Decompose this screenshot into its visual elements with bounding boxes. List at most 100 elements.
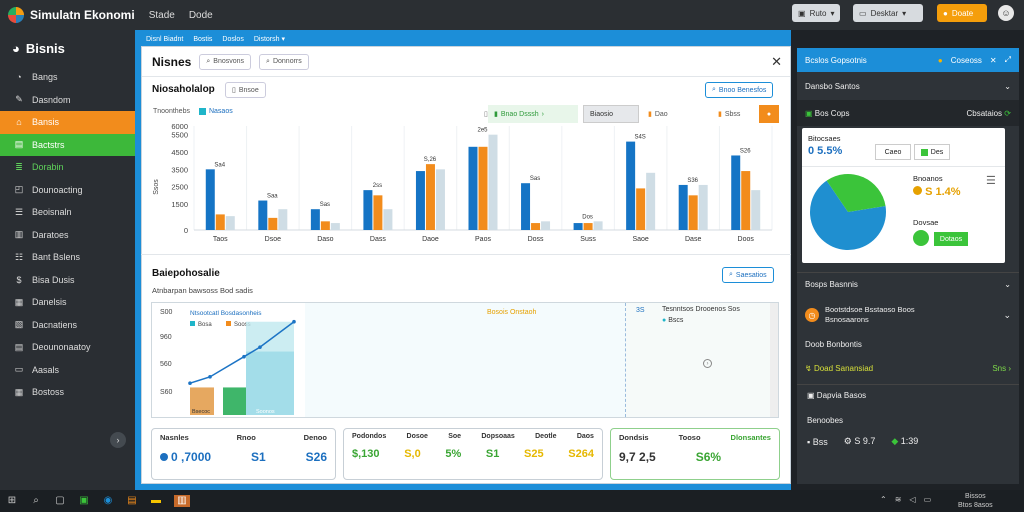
- right-calendar-row[interactable]: ▣ Dapvia Basos: [807, 391, 867, 400]
- card-button-1[interactable]: Caeo: [875, 144, 911, 160]
- bar: [415, 171, 425, 230]
- sidebar-item[interactable]: ▭ Aasals: [0, 359, 135, 382]
- sidebar-item[interactable]: ☷ Bant Bslens: [0, 246, 135, 269]
- section2-subtitle: Atnbarpan bawsoss Bod sadis: [152, 286, 253, 295]
- bar: [215, 214, 225, 230]
- chart2-scrollbar[interactable]: [770, 303, 778, 417]
- sidebar-collapse-button[interactable]: ›: [110, 432, 126, 448]
- user-icon[interactable]: ☺: [998, 5, 1014, 21]
- breadcrumb-item[interactable]: Disnl Biadnt: [146, 35, 184, 43]
- sidebar-item-label: Bisa Dusis: [32, 274, 75, 285]
- header-pill[interactable]: ⌕ Bnosvons: [199, 53, 252, 70]
- bar: [698, 184, 708, 230]
- right-green-row[interactable]: ↯ Doad Sanansiad Sns ›: [805, 363, 1011, 373]
- menu-item-2[interactable]: Dode: [188, 9, 213, 21]
- windows-icon[interactable]: ⊞: [7, 495, 17, 506]
- breadcrumb-item[interactable]: Doslos: [222, 35, 244, 43]
- search-icon[interactable]: ⌕: [33, 495, 39, 506]
- section-pill[interactable]: ▯ Bnsoe: [225, 82, 266, 98]
- table-icon: ▦: [14, 386, 24, 397]
- bar: [678, 184, 688, 230]
- bar: [593, 221, 603, 230]
- browser-icon[interactable]: ◉: [103, 495, 113, 506]
- pie-slice: [826, 174, 886, 212]
- close-icon[interactable]: ✕: [989, 55, 997, 65]
- header-pill[interactable]: ⌕ Donnorrs: [259, 53, 309, 70]
- sidebar-item[interactable]: ≣ Dorabin: [0, 156, 135, 179]
- sidebar-item[interactable]: ▦ Danelsis: [0, 291, 135, 314]
- app-icon[interactable]: ▤: [127, 495, 137, 506]
- sidebar-item[interactable]: ▧ Dacnatiens: [0, 314, 135, 337]
- card-button-2[interactable]: Des: [914, 144, 950, 160]
- chart2-right-label: Tesnntsos Drooenos Sos: [662, 306, 740, 313]
- toolbar-item[interactable]: ▮ Dao: [648, 110, 668, 119]
- sidebar-item[interactable]: ◔ Bangs: [0, 66, 135, 89]
- sun-icon: ●: [943, 8, 948, 18]
- folder-icon: ◰: [14, 184, 24, 195]
- right-list-item[interactable]: ◷ Bootstdsoe Bsstaoso Boos Bsnosaarons ⌄: [797, 300, 1019, 330]
- sidebar-item[interactable]: ◰ Dounoacting: [0, 179, 135, 202]
- data-point: [188, 381, 192, 385]
- sidebar-item[interactable]: ⌂ Bansis: [0, 111, 135, 134]
- top-button-ruto[interactable]: ▣ Ruto ▾: [792, 4, 840, 22]
- play-icon[interactable]: ›: [703, 359, 712, 368]
- store-icon[interactable]: ▣: [79, 495, 89, 506]
- chevron-down-icon: ⌄: [1004, 81, 1011, 91]
- expand-icon[interactable]: ⤢: [1004, 55, 1011, 64]
- data-label: Saa: [267, 194, 278, 200]
- section-right-button[interactable]: ⌕ Bnoo Benesfos: [705, 82, 774, 98]
- sidebar-item[interactable]: ✎ Dasndom: [0, 89, 135, 112]
- chart-icon: ▥: [14, 229, 24, 240]
- toolbar-action-button[interactable]: ●: [759, 105, 779, 123]
- sidebar-item[interactable]: ▦ Bostoss: [0, 381, 135, 404]
- y-tick-label: 2500: [171, 183, 188, 192]
- legend-label: Sooss: [234, 322, 251, 328]
- bar: [330, 223, 340, 230]
- toolbar-filter[interactable]: ▮ Bnao Dsssh ›: [488, 105, 578, 123]
- sidebar-item[interactable]: ▤ Bactstrs: [0, 133, 135, 156]
- bar: [363, 190, 373, 230]
- tray-icons[interactable]: ⌃ ≋ ◁ ▭: [880, 495, 931, 504]
- grid-icon: ▦: [14, 296, 24, 307]
- right-sub-row[interactable]: ▣ Bos Cops Cbsataios ⟳: [797, 100, 1019, 126]
- clock[interactable]: Bissos Btos 8asos: [958, 493, 993, 509]
- top-button-desktar[interactable]: ▭ Desktar ▾: [853, 4, 923, 22]
- sidebar-item[interactable]: ▤ Deounonaatoy: [0, 336, 135, 359]
- folder-icon[interactable]: ▬: [151, 495, 161, 506]
- bar: [646, 172, 656, 230]
- bar: [373, 195, 383, 230]
- right-section2-head[interactable]: Bosps Basnnis ⌄: [797, 272, 1019, 296]
- chart2-mid-label: Bosois Onstaoh: [487, 309, 537, 316]
- right-section-head[interactable]: Dansbo Santos ⌄: [805, 81, 1011, 91]
- toolbar-tab[interactable]: Biaosio: [583, 105, 639, 123]
- breadcrumb-item[interactable]: Distorsh ▾: [253, 36, 285, 43]
- bar: [468, 146, 478, 230]
- bar: [731, 155, 741, 230]
- data-point: [292, 319, 296, 324]
- status-dot-icon: [160, 453, 168, 461]
- menu-item-1[interactable]: Stade: [148, 9, 175, 21]
- section2-right-button[interactable]: ⌕ Saesatios: [722, 267, 774, 283]
- task-view-icon[interactable]: ▢: [55, 495, 65, 506]
- toolbar-doc-icon[interactable]: ▯: [484, 111, 488, 118]
- data-point: [258, 345, 262, 349]
- clock-icon: ◷: [805, 308, 819, 322]
- sidebar-item[interactable]: ☰ Beoisnaln: [0, 201, 135, 224]
- breadcrumb-item[interactable]: Bostis: [193, 35, 213, 43]
- close-icon[interactable]: ✕: [771, 54, 782, 69]
- active-app-icon[interactable]: ▥: [174, 495, 190, 507]
- data-label: Dos: [582, 214, 593, 220]
- toolbar-item[interactable]: ▮ Sbss: [718, 110, 741, 119]
- right-label-row: Doob Bonbontis: [805, 340, 862, 349]
- monitor-icon: ▭: [859, 8, 867, 18]
- bar: [435, 169, 445, 230]
- sidebar-item[interactable]: $ Bisa Dusis: [0, 269, 135, 292]
- card-green-button[interactable]: Dotaos: [934, 232, 968, 246]
- menu-icon[interactable]: ☰: [986, 175, 996, 187]
- chart-legend: Tnoonthebs Nasaos: [153, 108, 233, 115]
- top-button-doate[interactable]: ● Doate: [937, 4, 987, 22]
- search-icon: ⌕: [729, 271, 733, 278]
- chart2-right-area: [625, 303, 770, 417]
- sidebar-item[interactable]: ▥ Daratoes: [0, 224, 135, 247]
- window-header: Nisnes ⌕ Bnosvons ⌕ Donnorrs: [142, 47, 790, 77]
